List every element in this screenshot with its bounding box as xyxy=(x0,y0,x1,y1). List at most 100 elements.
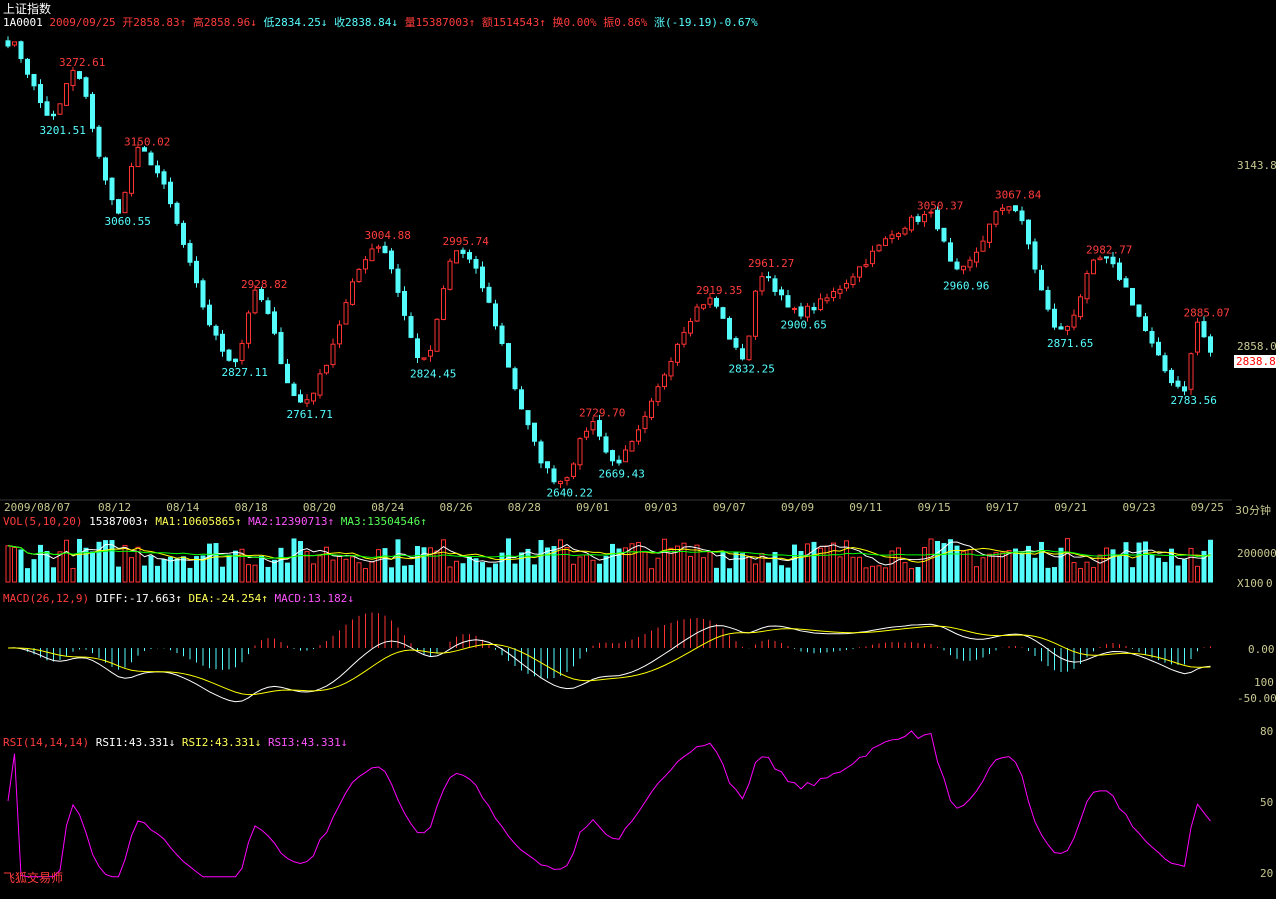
volume-bar xyxy=(1006,550,1012,583)
candle-body xyxy=(194,260,199,284)
volume-bar xyxy=(304,551,310,583)
volume-bar xyxy=(246,564,251,583)
volume-bar xyxy=(1182,559,1187,583)
volume-bar xyxy=(597,563,602,583)
volume-bar xyxy=(1175,565,1181,583)
volume-bar xyxy=(155,565,160,583)
candle-body xyxy=(824,297,830,302)
quote-date: 2009/09/25 xyxy=(49,16,116,29)
candle-body xyxy=(311,392,316,402)
volume-bar xyxy=(493,563,498,583)
volume-ma3: MA3:13504546↑ xyxy=(340,515,427,528)
candle-body xyxy=(655,386,661,403)
candle-body xyxy=(415,338,420,359)
date-tick: 08/20 xyxy=(303,501,336,514)
rsi-header: RSI(14,14,14) RSI1:43.331↓ RSI2:43.331↓ … xyxy=(3,736,347,749)
volume-bar xyxy=(200,555,206,583)
volume-bar xyxy=(519,552,524,583)
volume-bar xyxy=(473,558,479,583)
volume-bar xyxy=(857,556,862,583)
volume-bar xyxy=(1195,565,1200,583)
candle-body xyxy=(922,214,927,223)
volume-bar xyxy=(168,556,173,583)
rsi-2: RSI2:43.331↓ xyxy=(181,736,262,749)
candle-body xyxy=(850,276,856,286)
volume-bar xyxy=(252,564,258,583)
candle-body xyxy=(12,41,17,46)
candle-body xyxy=(493,303,498,327)
volume-bar xyxy=(571,563,576,583)
volume-bar xyxy=(694,544,700,583)
candle-body xyxy=(38,84,43,104)
candle-body xyxy=(265,300,271,314)
volume-bar xyxy=(1130,567,1135,583)
volume-bar xyxy=(402,565,407,583)
volume-bar xyxy=(265,566,271,583)
volume-bar xyxy=(922,547,927,583)
volume-bar xyxy=(226,554,232,583)
low-label: 2832.25 xyxy=(729,363,775,376)
candle-body xyxy=(785,295,791,308)
volume-bar xyxy=(421,547,427,583)
candle-body xyxy=(363,259,368,270)
low-label: 2900.65 xyxy=(781,318,827,331)
volume-bar xyxy=(129,557,134,583)
candle-body xyxy=(889,234,895,239)
candle-body xyxy=(57,103,63,115)
candle-body xyxy=(317,373,323,396)
candle-body xyxy=(935,209,940,230)
candle-body xyxy=(330,343,336,366)
volume-bar xyxy=(811,541,817,583)
chart-title: 上证指数 xyxy=(3,2,52,16)
volume-bar xyxy=(662,538,667,583)
candle-body xyxy=(954,261,960,270)
candle-body xyxy=(792,308,797,311)
volume-bar xyxy=(1110,549,1116,583)
low-label: 2669.43 xyxy=(599,468,645,481)
volume-bar xyxy=(779,565,784,583)
candle-body xyxy=(1104,256,1109,259)
candle-body xyxy=(142,147,147,152)
volume-bar xyxy=(928,538,934,583)
volume-bar xyxy=(220,566,225,583)
candle-body xyxy=(506,343,511,368)
candle-body xyxy=(857,266,862,278)
candle-body xyxy=(1136,304,1142,317)
candle-body xyxy=(1091,259,1096,275)
volume-bar xyxy=(1058,547,1064,583)
volume-bar xyxy=(1097,554,1103,583)
candle-body xyxy=(681,331,687,345)
candle-body xyxy=(1182,386,1187,392)
volume-bar xyxy=(369,561,375,583)
volume-bar xyxy=(961,551,966,583)
candle-body xyxy=(805,305,810,318)
quote-change: 涨(-19.19)-0.67% xyxy=(654,16,758,29)
volume-bar xyxy=(1208,539,1213,583)
candle-body xyxy=(1195,321,1200,353)
candle-body xyxy=(707,297,713,305)
volume-bar xyxy=(467,557,472,583)
candle-body xyxy=(337,324,342,345)
quote-amount: 额1514543↑ xyxy=(481,16,546,29)
volume-bar xyxy=(83,547,89,583)
volume-bar xyxy=(213,543,219,583)
candle-body xyxy=(1117,262,1122,280)
candle-body xyxy=(571,463,576,477)
candle-body xyxy=(863,264,869,267)
volume-bar xyxy=(792,544,797,583)
candle-body xyxy=(811,306,817,311)
candle-body xyxy=(870,250,875,265)
candle-body xyxy=(1019,210,1025,222)
candle-body xyxy=(532,422,537,442)
candle-body xyxy=(636,429,641,442)
rsi-axis-50: 50 xyxy=(1260,796,1274,809)
candle-body xyxy=(740,348,745,360)
candle-body xyxy=(226,349,232,361)
volume-bar xyxy=(506,538,511,583)
candle-body xyxy=(51,113,56,117)
candle-body xyxy=(1169,369,1174,384)
volume-bar xyxy=(1039,541,1044,583)
volume-bar xyxy=(766,562,771,583)
volume-bar xyxy=(590,559,596,583)
candle-body xyxy=(694,306,700,322)
